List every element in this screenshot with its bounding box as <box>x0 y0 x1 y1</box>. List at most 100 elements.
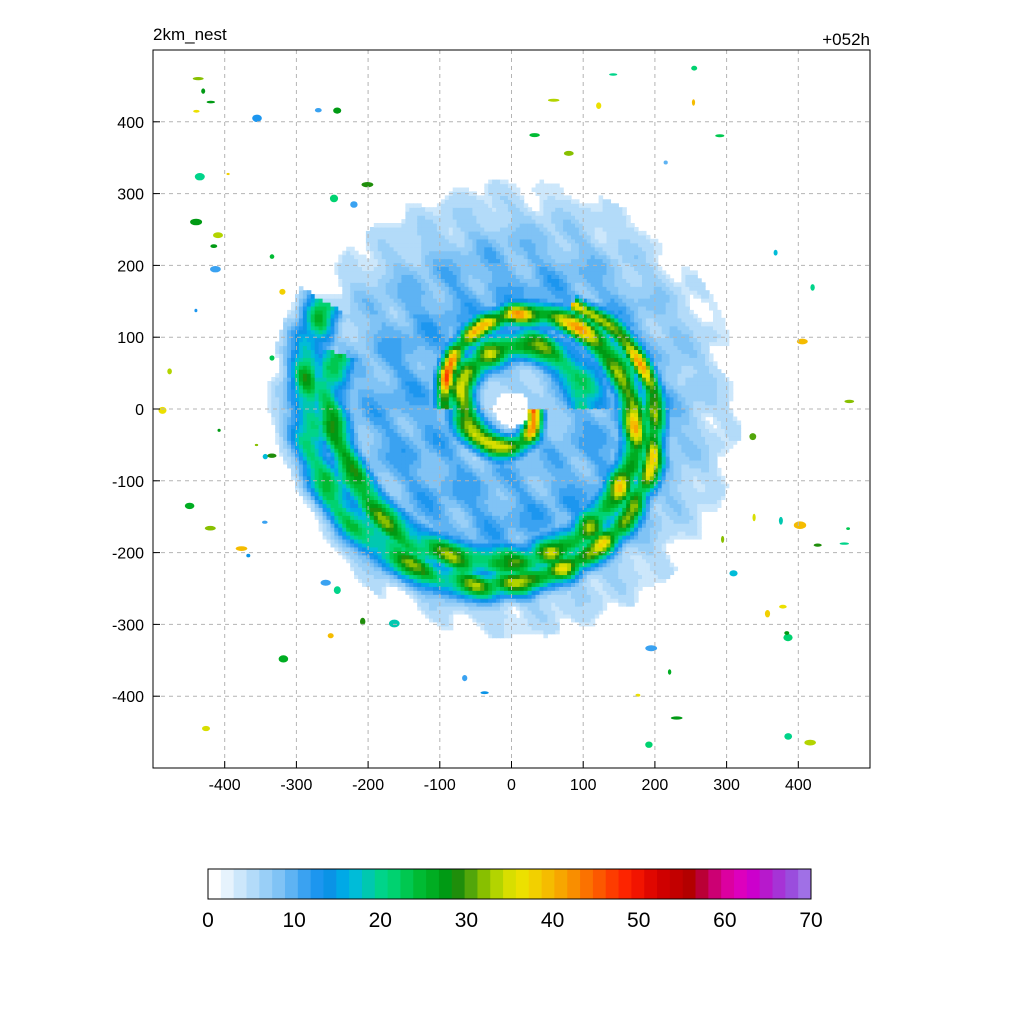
field-cell <box>385 321 391 327</box>
field-cell <box>326 483 332 489</box>
field-cell <box>397 546 403 552</box>
field-cell <box>456 479 462 485</box>
field-cell <box>369 309 375 315</box>
field-cell <box>429 594 434 599</box>
field-cell <box>295 483 300 489</box>
field-cell <box>381 574 387 580</box>
field-cell <box>421 211 426 216</box>
field-cell <box>354 309 359 315</box>
field-cell <box>397 392 403 398</box>
field-cell <box>389 416 395 422</box>
field-cell <box>496 483 501 489</box>
field-cell <box>429 274 434 279</box>
field-cell <box>421 262 426 268</box>
field-cell <box>365 420 371 426</box>
field-cell <box>318 353 324 358</box>
field-cell <box>365 325 371 331</box>
field-cell <box>484 286 489 291</box>
field-cell <box>500 495 505 501</box>
field-cell <box>373 420 379 426</box>
field-cell <box>354 558 359 564</box>
field-cell <box>318 507 324 512</box>
field-cell <box>409 302 414 307</box>
field-cell <box>302 460 308 465</box>
field-cell <box>413 527 418 532</box>
field-cell <box>377 381 383 386</box>
field-cell <box>346 345 351 351</box>
field-cell <box>377 546 383 552</box>
field-cell <box>338 341 343 347</box>
field-cell <box>417 317 422 323</box>
field-cell <box>452 191 458 196</box>
field-cell <box>381 349 387 354</box>
field-cell <box>464 594 470 599</box>
field-cell <box>433 487 438 493</box>
field-cell <box>436 460 442 465</box>
field-cell <box>389 321 395 327</box>
field-cell <box>373 590 379 595</box>
field-cell <box>338 460 343 465</box>
field-cell <box>417 282 422 287</box>
field-cell <box>413 542 418 548</box>
field-cell <box>381 242 387 248</box>
field-cell <box>381 298 387 303</box>
field-cell <box>405 377 410 382</box>
field-cell <box>338 384 343 390</box>
field-cell <box>377 227 383 232</box>
field-cell <box>484 183 489 189</box>
field-cell <box>401 400 406 406</box>
field-cell <box>322 302 328 307</box>
field-cell <box>306 460 312 465</box>
field-cell <box>350 309 355 315</box>
field-cell <box>350 483 355 489</box>
field-cell <box>397 262 403 268</box>
field-cell <box>429 254 434 260</box>
field-cell <box>314 345 320 351</box>
field-cell <box>448 554 454 560</box>
field-cell <box>421 230 426 236</box>
field-cell <box>365 495 371 501</box>
field-cell <box>342 396 347 402</box>
field-cell <box>385 420 391 426</box>
field-cell <box>492 223 497 228</box>
field-cell <box>484 590 489 595</box>
field-cell <box>373 246 379 252</box>
field-cell <box>456 408 462 414</box>
field-cell <box>417 266 422 272</box>
field-cell <box>456 503 462 508</box>
field-cell <box>484 317 489 323</box>
field-cell <box>381 546 387 552</box>
field-cell <box>448 369 454 374</box>
field-cell <box>401 471 406 477</box>
field-cell <box>342 298 347 303</box>
field-cell <box>330 309 336 315</box>
field-cell <box>373 535 379 540</box>
field-cell <box>480 404 485 410</box>
field-cell <box>389 519 395 524</box>
field-cell <box>468 294 474 299</box>
field-cell <box>409 219 414 224</box>
field-cell <box>456 511 462 516</box>
field-cell <box>421 574 426 580</box>
field-cell <box>397 266 403 272</box>
field-cell <box>440 392 446 398</box>
field-cell <box>440 211 446 216</box>
field-cell <box>492 219 497 224</box>
field-cell <box>295 333 300 339</box>
field-cell <box>413 523 418 528</box>
field-cell <box>460 353 466 358</box>
field-cell <box>500 298 505 303</box>
field-cell <box>425 246 430 252</box>
field-cell <box>472 460 477 465</box>
field-cell <box>413 388 418 394</box>
field-cell <box>480 539 485 544</box>
field-cell <box>488 582 493 587</box>
field-cell <box>488 503 493 508</box>
field-cell <box>460 309 466 315</box>
field-cell <box>373 349 379 354</box>
field-cell <box>472 313 477 319</box>
field-cell <box>429 365 434 370</box>
field-cell <box>433 230 438 236</box>
field-cell <box>306 396 312 402</box>
field-cell <box>350 388 355 394</box>
